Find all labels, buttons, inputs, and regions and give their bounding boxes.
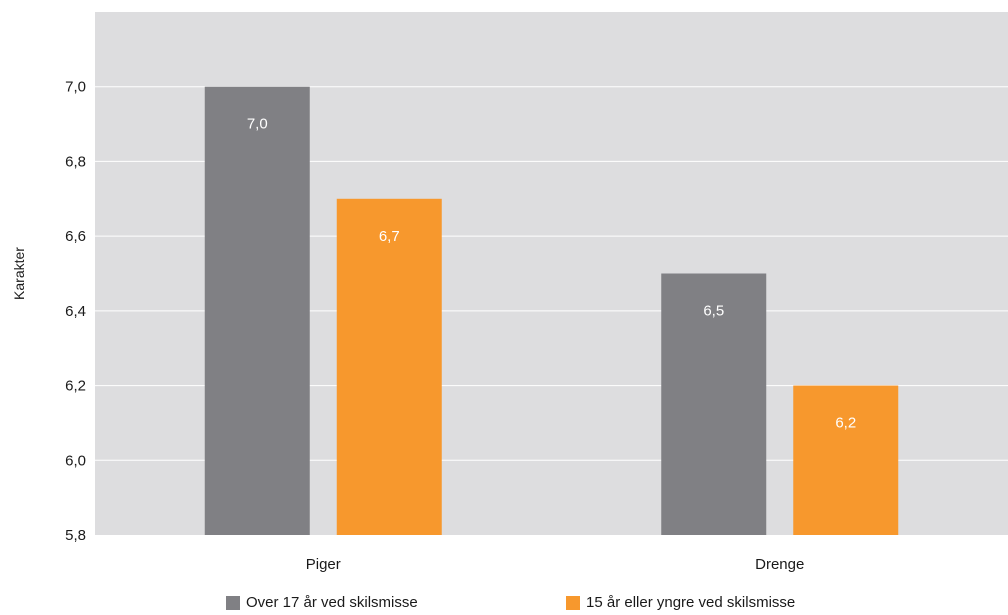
x-axis-categories: Piger Drenge: [306, 556, 805, 573]
y-tick-label: 7,0: [65, 79, 86, 96]
bar: [793, 385, 899, 535]
y-tick-label: 6,0: [65, 452, 86, 469]
legend: Over 17 år ved skilsmisse 15 år eller yn…: [0, 594, 1008, 614]
y-tick-label: 6,4: [65, 303, 86, 320]
bar-chart: 5,8 6,0 6,2 6,4 6,6 6,8 7,0 7,0 6,7 6,5 6,2 Piger…: [11, 12, 1008, 573]
bar: [204, 86, 310, 535]
bars: [204, 86, 899, 536]
x-category-label: Piger: [306, 556, 341, 573]
y-tick-label: 6,6: [65, 228, 86, 245]
legend-label: Over 17 år ved skilsmisse: [246, 594, 418, 611]
y-tick-label: 5,8: [65, 527, 86, 544]
legend-item-over-17: Over 17 år ved skilsmisse: [226, 594, 418, 611]
legend-swatch-orange: [566, 595, 580, 610]
x-category-label: Drenge: [755, 556, 804, 573]
y-tick-label: 6,2: [65, 378, 86, 395]
bar: [661, 273, 767, 535]
legend-item-15-or-younger: 15 år eller yngre ved skilsmisse: [566, 594, 795, 611]
y-axis-title: Karakter: [11, 247, 27, 300]
y-axis-ticks: 5,8 6,0 6,2 6,4 6,6 6,8 7,0: [65, 79, 86, 544]
legend-swatch-gray: [226, 595, 240, 610]
data-labels: 7,0 6,7 6,5 6,2: [247, 116, 856, 432]
bar: [336, 198, 442, 536]
data-label: 6,7: [379, 228, 400, 245]
data-label: 6,2: [835, 415, 856, 432]
y-tick-label: 6,8: [65, 153, 86, 170]
legend-label: 15 år eller yngre ved skilsmisse: [586, 594, 796, 611]
data-label: 7,0: [247, 116, 268, 133]
data-label: 6,5: [703, 303, 724, 320]
